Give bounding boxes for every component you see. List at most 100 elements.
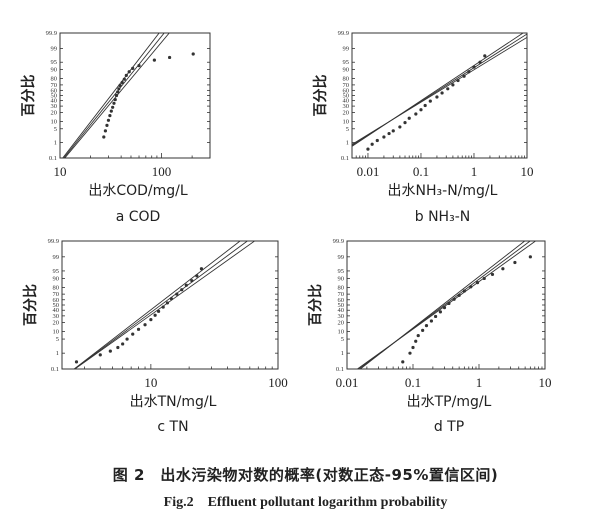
data-point	[131, 66, 135, 70]
y-tick-label: 5	[341, 336, 344, 343]
panel-subtitle: a COD	[116, 209, 161, 225]
data-point	[387, 131, 391, 136]
y-tick-label: 80	[53, 285, 60, 292]
y-tick-label: 80	[51, 75, 58, 82]
fit-line	[63, 33, 165, 158]
data-point	[419, 108, 423, 112]
y-tick-label: 80	[343, 75, 350, 82]
data-point	[391, 129, 395, 133]
data-point	[414, 339, 418, 343]
data-point	[169, 297, 173, 301]
y-tick-label: 30	[338, 313, 345, 320]
data-point	[407, 116, 411, 120]
plot-area	[352, 33, 527, 151]
y-tick-label: 10	[51, 118, 58, 125]
y-tick-label: 70	[343, 82, 350, 89]
data-point	[112, 101, 116, 105]
data-point	[127, 70, 131, 74]
y-tick-label: 1	[56, 350, 59, 357]
x-tick-label: 1	[471, 164, 478, 179]
data-point	[109, 109, 113, 113]
data-point	[108, 349, 112, 353]
y-tick-label: 20	[53, 319, 60, 326]
y-tick-label: 60	[338, 297, 345, 304]
panel-subtitle: c TN	[157, 419, 188, 435]
data-point	[483, 54, 487, 58]
data-point	[433, 314, 438, 319]
y-tick-label: 0.1	[51, 366, 59, 373]
plot-area	[356, 241, 537, 369]
data-point	[152, 58, 156, 62]
data-point	[382, 135, 386, 139]
data-point	[161, 305, 165, 309]
panel-subtitle: d TP	[434, 419, 464, 435]
data-point	[528, 255, 532, 259]
data-point	[440, 91, 444, 95]
x-tick-label: 10	[521, 164, 534, 179]
data-point	[403, 121, 407, 125]
data-point	[375, 138, 379, 143]
data-point	[421, 328, 425, 333]
data-point	[165, 301, 170, 305]
data-point	[457, 293, 461, 297]
data-point	[184, 283, 188, 287]
data-point	[478, 60, 482, 64]
x-tick-label: 100	[152, 164, 172, 179]
confidence-lower-line	[62, 33, 160, 158]
y-tick-label: 5	[56, 336, 59, 343]
data-point	[103, 129, 108, 133]
data-point	[435, 95, 439, 99]
x-tick-label: 0.01	[336, 375, 359, 390]
y-tick-label: 99.9	[338, 30, 349, 37]
data-point	[116, 345, 120, 350]
y-tick-label: 20	[51, 110, 58, 117]
y-tick-label: 20	[338, 319, 345, 326]
x-axis-label: 出水TP/mg/L	[407, 394, 492, 410]
data-point	[482, 276, 486, 281]
data-point	[451, 83, 455, 87]
plot-area	[62, 33, 195, 158]
y-tick-label: 99	[53, 254, 60, 261]
data-point	[122, 77, 126, 81]
y-tick-label: 30	[53, 313, 60, 320]
y-tick-label: 95	[343, 59, 350, 66]
fit-line	[352, 33, 527, 146]
data-point	[118, 83, 122, 88]
y-tick-label: 99	[343, 45, 350, 52]
data-point	[125, 337, 129, 341]
confidence-lower-line	[359, 241, 526, 369]
confidence-upper-line	[352, 36, 527, 145]
data-point	[74, 360, 79, 364]
data-point	[462, 289, 466, 293]
y-tick-label: 80	[338, 285, 345, 292]
y-tick-label: 40	[343, 98, 350, 105]
data-point	[513, 260, 517, 265]
data-point	[416, 333, 420, 338]
y-axis-label: 百分比	[20, 75, 37, 117]
data-point	[472, 65, 476, 69]
data-point	[105, 123, 109, 127]
y-tick-label: 95	[51, 59, 58, 66]
data-point	[143, 323, 147, 327]
y-tick-label: 70	[51, 82, 58, 89]
plot-area	[73, 241, 256, 369]
data-point	[475, 281, 480, 285]
data-point	[490, 272, 495, 277]
y-tick-label: 99.9	[333, 238, 344, 245]
y-tick-label: 40	[51, 98, 58, 105]
x-axis-label: 出水NH₃-N/mg/L	[388, 183, 498, 199]
data-point	[137, 64, 141, 68]
data-point	[120, 80, 124, 85]
x-tick-label: 10	[54, 164, 67, 179]
y-tick-label: 20	[343, 110, 350, 117]
data-point	[467, 70, 471, 74]
data-point	[423, 103, 427, 108]
data-point	[462, 74, 466, 78]
x-tick-label: 10	[539, 375, 552, 390]
y-tick-label: 50	[338, 302, 345, 309]
y-tick-label: 95	[53, 268, 60, 275]
data-point	[190, 279, 194, 283]
